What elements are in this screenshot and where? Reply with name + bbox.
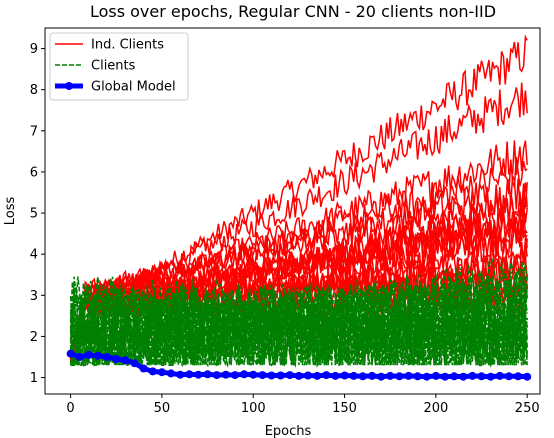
global-model-point: [112, 355, 121, 363]
global-model-point: [413, 372, 422, 381]
global-model-point: [431, 371, 440, 380]
ind-client-line: [70, 182, 528, 360]
global-model-point: [523, 372, 532, 381]
legend-label: Clients: [91, 59, 136, 74]
legend: Ind. Clients Clients Global Model: [49, 32, 189, 101]
x-tick-label: 150: [332, 401, 357, 416]
global-model-point: [450, 372, 459, 381]
global-model-point: [94, 351, 102, 360]
global-model-point: [504, 372, 513, 381]
global-model-point: [514, 372, 523, 381]
legend-label: Ind. Clients: [91, 38, 164, 53]
y-tick-label: 6: [30, 165, 38, 180]
global-model-point: [212, 371, 221, 380]
clients-lines: [69, 258, 528, 369]
global-model-point: [249, 370, 258, 379]
legend-box: [49, 32, 189, 101]
x-axis: 0 50 100 150 200 250: [66, 394, 540, 416]
global-model-point: [349, 371, 358, 380]
global-model-point: [313, 371, 322, 380]
global-model-point: [441, 372, 449, 381]
x-axis-label: Epochs: [265, 424, 312, 438]
global-model-point: [495, 371, 504, 380]
x-tick-label: 50: [154, 401, 171, 416]
ind-client-line: [69, 219, 528, 362]
global-model-point: [75, 353, 84, 361]
global-model-point: [404, 371, 413, 380]
global-model-point: [358, 372, 367, 381]
global-model-point: [139, 364, 148, 373]
global-model-point: [422, 372, 431, 381]
client-line: [69, 271, 528, 361]
client-line: [69, 291, 528, 366]
global-model-point: [231, 371, 239, 380]
x-tick-label: 250: [515, 401, 540, 416]
y-tick-label: 8: [30, 83, 38, 98]
plot-frame: [44, 27, 541, 395]
global-model-point: [285, 371, 294, 380]
global-model-point: [66, 349, 75, 358]
y-tick-label: 1: [30, 371, 38, 386]
global-model-point: [84, 350, 93, 359]
global-model-point: [176, 370, 185, 379]
global-model-point: [395, 372, 404, 381]
global-model-point: [459, 372, 468, 381]
global-model-point: [486, 372, 495, 381]
global-model-point: [340, 371, 349, 380]
global-model-point: [304, 371, 312, 380]
y-tick-label: 9: [30, 42, 38, 57]
x-tick-label: 0: [66, 401, 74, 416]
global-model-point: [121, 356, 130, 365]
y-tick-label: 7: [30, 124, 38, 139]
global-model-point: [130, 359, 139, 368]
global-model-point: [377, 372, 386, 381]
y-tick-label: 5: [30, 207, 38, 222]
global-model-point: [331, 371, 340, 380]
global-model-point: [267, 371, 276, 380]
global-model-point: [103, 353, 112, 361]
global-model-point: [203, 370, 212, 379]
global-model-point: [221, 370, 230, 379]
global-model-point: [368, 371, 376, 380]
x-tick-label: 200: [423, 401, 448, 416]
y-tick-label: 4: [30, 248, 38, 263]
global-model-point: [386, 371, 395, 380]
global-model-point: [185, 370, 194, 379]
global-model-point: [477, 372, 486, 381]
global-model-point: [240, 370, 249, 379]
ind-client-line: [70, 34, 528, 356]
global-model-point: [276, 371, 285, 380]
global-model-point: [258, 371, 267, 380]
global-model-point: [322, 371, 331, 380]
legend-label: Global Model: [91, 80, 176, 95]
global-model-point: [468, 371, 477, 380]
global-model-point: [157, 368, 166, 377]
y-axis-label: Loss: [3, 197, 18, 226]
global-model-point: [167, 369, 175, 378]
y-tick-label: 2: [30, 330, 38, 345]
chart-title: Loss over epochs, Regular CNN - 20 clien…: [90, 2, 496, 21]
global-model-point: [194, 370, 203, 379]
legend-marker: [65, 82, 73, 90]
global-model-point: [148, 367, 157, 376]
client-line: [69, 287, 528, 366]
y-tick-label: 3: [30, 289, 38, 304]
global-model-point: [294, 371, 303, 380]
global-model-line: [66, 349, 532, 381]
y-axis: 1 2 3 4 5 6 7 8 9: [30, 42, 45, 386]
x-tick-label: 100: [241, 401, 266, 416]
client-line: [69, 325, 528, 369]
